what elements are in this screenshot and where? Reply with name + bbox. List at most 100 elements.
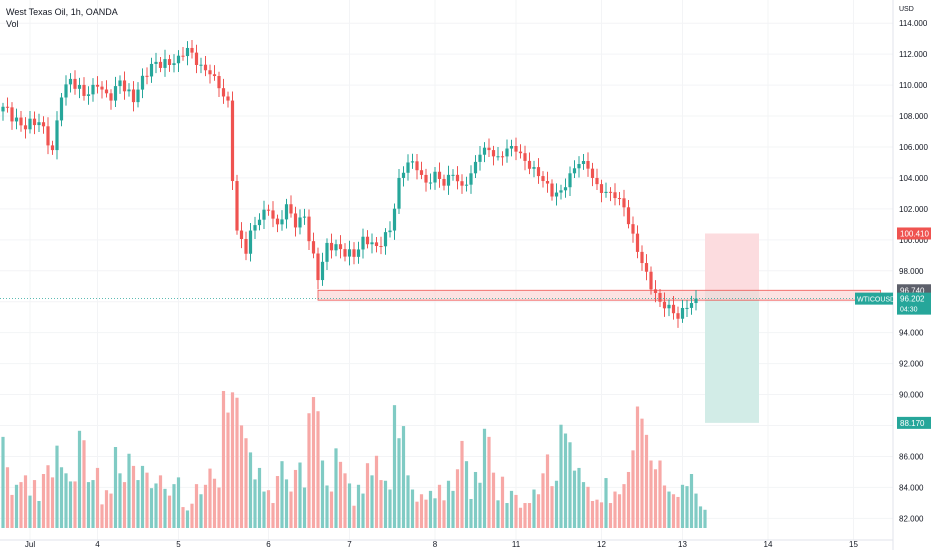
volume-bar: [689, 474, 694, 528]
volume-bar: [176, 477, 181, 528]
time-tick-label: 15: [849, 540, 858, 549]
candle: [478, 145, 482, 171]
volume-bar: [338, 461, 343, 528]
volume-bar: [388, 489, 392, 528]
candle: [680, 299, 685, 323]
candle-body: [325, 242, 329, 262]
volume-bar: [64, 473, 68, 528]
volume-bar: [406, 475, 410, 528]
volume-bar: [221, 390, 226, 528]
volume-bar: [433, 498, 437, 528]
price-tick-label: 86.000: [899, 452, 924, 461]
candle: [347, 240, 352, 266]
volume-bar: [73, 481, 77, 528]
volume-bar: [289, 491, 293, 528]
candle: [383, 228, 388, 255]
candle-body: [662, 301, 667, 309]
candle: [199, 57, 203, 74]
candle-body: [572, 168, 577, 174]
candle: [545, 171, 550, 193]
candle: [532, 160, 536, 178]
candle-body: [122, 80, 127, 92]
candle-body: [199, 64, 203, 66]
candle: [685, 300, 689, 317]
candle: [442, 174, 446, 191]
candle: [694, 290, 698, 311]
stop-loss-zone: [705, 233, 759, 291]
volume-bar: [500, 476, 505, 528]
candle: [64, 75, 68, 106]
volume-bar: [550, 486, 554, 528]
volume-bar: [212, 478, 217, 528]
volume-bar: [478, 482, 482, 528]
candle: [1, 102, 5, 121]
candle: [131, 81, 136, 112]
price-tick-label: 100.000: [899, 236, 928, 245]
candle: [257, 213, 262, 231]
candle-body: [356, 249, 361, 257]
volume-bar: [163, 488, 167, 528]
candles: [1, 40, 698, 328]
candle-body: [518, 151, 523, 154]
candle: [343, 243, 347, 262]
time-tick-label: 13: [678, 540, 687, 549]
candle-body: [455, 174, 460, 182]
candle-body: [311, 241, 316, 254]
volume-bar: [554, 480, 559, 528]
candle-body: [284, 204, 289, 220]
grid-lines: [0, 0, 893, 540]
price-tick-label: 84.000: [899, 483, 924, 492]
candle-body: [46, 126, 50, 146]
candle-body: [145, 75, 149, 77]
volume-bar: [595, 499, 599, 528]
candle-body: [428, 182, 433, 184]
volume-bar: [19, 482, 23, 528]
candle-body: [352, 249, 356, 257]
candle: [113, 76, 118, 107]
candle-body: [388, 230, 392, 233]
price-tick-label: 92.000: [899, 360, 924, 369]
candle: [419, 161, 424, 180]
candle-body: [478, 154, 482, 162]
volume-bar: [5, 467, 10, 528]
candle: [541, 171, 545, 188]
candle: [271, 201, 275, 228]
volume-bar: [491, 472, 496, 528]
volume-bar: [190, 503, 194, 528]
volume-bar: [266, 490, 271, 528]
candle: [689, 295, 694, 315]
volume-bar: [91, 480, 95, 528]
volume-bar: [676, 496, 680, 528]
volume-bar: [320, 460, 325, 528]
candle: [631, 216, 635, 243]
candle: [464, 176, 469, 192]
candle: [37, 113, 41, 132]
candle: [253, 216, 257, 240]
volume-bar: [559, 424, 563, 528]
volume-bar: [50, 477, 55, 528]
candle-body: [446, 174, 451, 186]
candle: [523, 145, 527, 171]
candle: [59, 93, 64, 127]
candle: [329, 233, 334, 259]
candle: [653, 280, 658, 303]
candle-body: [50, 145, 55, 151]
candle-body: [343, 249, 347, 257]
volume-bar: [622, 484, 626, 528]
price-tick-label: 108.000: [899, 112, 928, 121]
price-tag-text: 100.410: [900, 229, 929, 238]
candle-body: [608, 191, 613, 193]
candle-body: [554, 192, 559, 197]
candle: [104, 80, 109, 98]
candle-body: [442, 178, 446, 186]
volume-bar: [122, 482, 127, 528]
volume-bar: [374, 455, 379, 528]
candle: [149, 57, 154, 83]
volume-bar: [613, 491, 617, 528]
volume-bar: [271, 503, 275, 528]
candle: [415, 154, 419, 180]
candle-body: [437, 171, 442, 179]
volume-bar: [514, 494, 518, 528]
